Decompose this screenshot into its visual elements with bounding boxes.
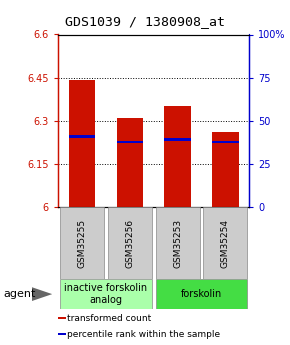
- Bar: [156, 279, 247, 309]
- Bar: [164, 138, 191, 140]
- Text: agent: agent: [3, 289, 35, 299]
- Bar: [60, 279, 152, 309]
- Bar: [212, 141, 239, 144]
- Bar: [164, 106, 191, 207]
- Bar: [212, 132, 239, 207]
- Bar: [156, 207, 200, 279]
- Bar: [69, 80, 95, 207]
- Bar: [108, 207, 152, 279]
- Bar: [117, 118, 143, 207]
- Text: GDS1039 / 1380908_at: GDS1039 / 1380908_at: [65, 16, 225, 29]
- Text: transformed count: transformed count: [67, 314, 152, 323]
- Text: GSM35253: GSM35253: [173, 219, 182, 268]
- Text: GSM35254: GSM35254: [221, 219, 230, 268]
- Text: GSM35256: GSM35256: [125, 219, 134, 268]
- Polygon shape: [32, 287, 52, 301]
- Text: GSM35255: GSM35255: [77, 219, 86, 268]
- Bar: [204, 207, 247, 279]
- Bar: [58, 317, 66, 319]
- Text: percentile rank within the sample: percentile rank within the sample: [67, 330, 220, 339]
- Bar: [117, 141, 143, 144]
- Bar: [69, 135, 95, 138]
- Text: forskolin: forskolin: [181, 289, 222, 299]
- Text: inactive forskolin
analog: inactive forskolin analog: [64, 283, 147, 305]
- Bar: [58, 333, 66, 335]
- Bar: [60, 207, 104, 279]
